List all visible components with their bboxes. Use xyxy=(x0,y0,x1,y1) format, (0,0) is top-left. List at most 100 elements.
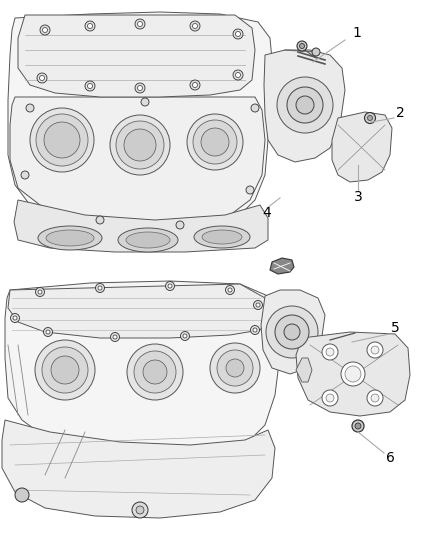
Circle shape xyxy=(113,335,117,339)
Circle shape xyxy=(275,315,309,349)
Circle shape xyxy=(35,287,45,296)
Circle shape xyxy=(236,72,240,77)
Circle shape xyxy=(210,343,260,393)
Circle shape xyxy=(37,73,47,83)
Circle shape xyxy=(88,23,92,28)
Circle shape xyxy=(352,420,364,432)
Circle shape xyxy=(190,21,200,31)
Circle shape xyxy=(21,171,29,179)
Circle shape xyxy=(300,44,304,49)
Circle shape xyxy=(367,116,372,120)
Circle shape xyxy=(40,25,50,35)
Circle shape xyxy=(326,348,334,356)
Circle shape xyxy=(135,19,145,29)
Circle shape xyxy=(253,328,257,332)
Circle shape xyxy=(116,121,164,169)
Circle shape xyxy=(277,77,333,133)
Polygon shape xyxy=(14,200,268,252)
Circle shape xyxy=(256,303,260,307)
Polygon shape xyxy=(8,284,270,338)
Circle shape xyxy=(42,347,88,393)
Polygon shape xyxy=(8,12,272,232)
Circle shape xyxy=(168,284,172,288)
Polygon shape xyxy=(296,332,410,416)
Circle shape xyxy=(138,21,142,27)
Ellipse shape xyxy=(126,232,170,248)
Circle shape xyxy=(143,360,167,384)
Circle shape xyxy=(39,76,45,80)
Polygon shape xyxy=(270,258,294,274)
Circle shape xyxy=(371,394,379,402)
Circle shape xyxy=(296,96,314,114)
Circle shape xyxy=(287,87,323,123)
Text: 5: 5 xyxy=(391,321,399,335)
Ellipse shape xyxy=(118,228,178,252)
Circle shape xyxy=(15,488,29,502)
Circle shape xyxy=(322,390,338,406)
Circle shape xyxy=(246,186,254,194)
Circle shape xyxy=(297,41,307,51)
Circle shape xyxy=(96,216,104,224)
Text: 6: 6 xyxy=(385,451,395,465)
Circle shape xyxy=(345,366,361,382)
Circle shape xyxy=(46,330,50,334)
Circle shape xyxy=(201,128,229,156)
Circle shape xyxy=(141,98,149,106)
Circle shape xyxy=(226,359,244,377)
Circle shape xyxy=(355,423,361,429)
Circle shape xyxy=(180,332,190,341)
Circle shape xyxy=(251,104,259,112)
Circle shape xyxy=(136,506,144,514)
Circle shape xyxy=(371,346,379,354)
Text: 3: 3 xyxy=(353,190,362,204)
Circle shape xyxy=(367,390,383,406)
Circle shape xyxy=(134,351,176,393)
Circle shape xyxy=(124,129,156,161)
Circle shape xyxy=(192,83,198,87)
Circle shape xyxy=(233,70,243,80)
Circle shape xyxy=(187,114,243,170)
Ellipse shape xyxy=(194,226,250,248)
Circle shape xyxy=(135,83,145,93)
Polygon shape xyxy=(10,97,265,228)
Ellipse shape xyxy=(202,230,242,244)
Circle shape xyxy=(190,80,200,90)
Circle shape xyxy=(192,23,198,28)
Circle shape xyxy=(85,81,95,91)
Ellipse shape xyxy=(46,230,94,246)
Circle shape xyxy=(217,350,253,386)
Text: 4: 4 xyxy=(263,206,272,220)
Circle shape xyxy=(226,286,234,295)
Circle shape xyxy=(183,334,187,338)
Circle shape xyxy=(266,306,318,358)
Circle shape xyxy=(110,115,170,175)
Polygon shape xyxy=(261,290,325,374)
Circle shape xyxy=(326,394,334,402)
Polygon shape xyxy=(18,15,255,97)
Circle shape xyxy=(51,356,79,384)
Circle shape xyxy=(88,84,92,88)
Circle shape xyxy=(254,301,262,310)
Circle shape xyxy=(284,324,300,340)
Circle shape xyxy=(44,122,80,158)
Circle shape xyxy=(312,48,320,56)
Circle shape xyxy=(13,316,17,320)
Circle shape xyxy=(233,29,243,39)
Circle shape xyxy=(364,112,375,124)
Text: 2: 2 xyxy=(396,106,404,120)
Circle shape xyxy=(98,286,102,290)
Text: 1: 1 xyxy=(353,26,361,40)
Circle shape xyxy=(176,221,184,229)
Circle shape xyxy=(110,333,120,342)
Circle shape xyxy=(26,104,34,112)
Circle shape xyxy=(138,85,142,91)
Circle shape xyxy=(42,28,47,33)
Polygon shape xyxy=(296,358,312,382)
Circle shape xyxy=(85,21,95,31)
Circle shape xyxy=(341,362,365,386)
Circle shape xyxy=(228,288,232,292)
Circle shape xyxy=(36,114,88,166)
Circle shape xyxy=(367,342,383,358)
Circle shape xyxy=(43,327,53,336)
Circle shape xyxy=(251,326,259,335)
